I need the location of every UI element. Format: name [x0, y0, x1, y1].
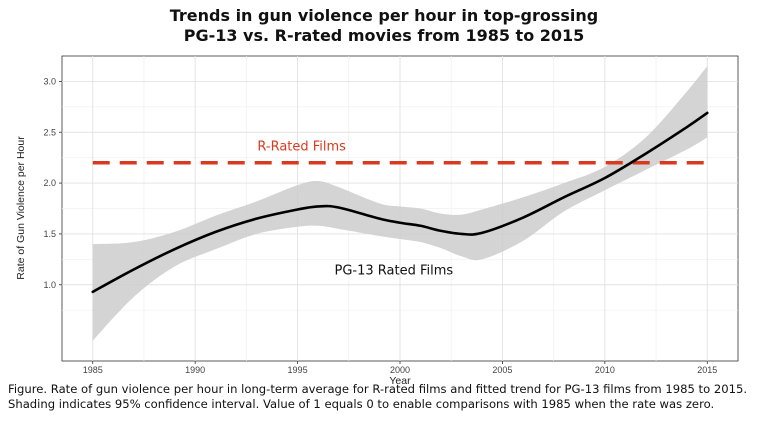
y-tick-label: 3.0 [43, 76, 56, 86]
x-tick-label: 1990 [185, 365, 205, 375]
x-tick-label: 2010 [595, 365, 615, 375]
chart-title-line-1: Trends in gun violence per hour in top-g… [170, 6, 599, 25]
pg13-label: PG-13 Rated Films [335, 264, 454, 279]
pg13-trend-line [91, 111, 709, 294]
x-tick-label: 2005 [492, 365, 512, 375]
y-axis-title: Rate of Gun Violence per Hour [15, 136, 27, 280]
axis-ticks: 1985 1990 1995 2000 2005 2010 2015 1.0 1.5 2.0 2.5… [43, 76, 717, 375]
x-tick-label: 2015 [697, 365, 717, 375]
y-tick-label: 1.5 [43, 229, 56, 239]
figure-caption: Figure. Rate of gun violence per hour in… [8, 382, 748, 411]
y-tick-label: 2.0 [43, 178, 56, 188]
x-tick-label: 1995 [288, 365, 308, 375]
chart-title-line-2: PG-13 vs. R-rated movies from 1985 to 20… [184, 26, 585, 45]
x-tick-label: 2000 [390, 365, 410, 375]
y-tick-label: 2.5 [43, 127, 56, 137]
x-tick-label: 1985 [83, 365, 103, 375]
series-lines-layer [91, 111, 709, 294]
y-tick-label: 1.0 [43, 280, 56, 290]
r-rated-label: R-Rated Films [257, 140, 346, 155]
annotations: R-Rated Films PG-13 Rated Films [257, 140, 453, 279]
x-axis-title: Year [389, 375, 411, 387]
gridlines [62, 56, 738, 361]
